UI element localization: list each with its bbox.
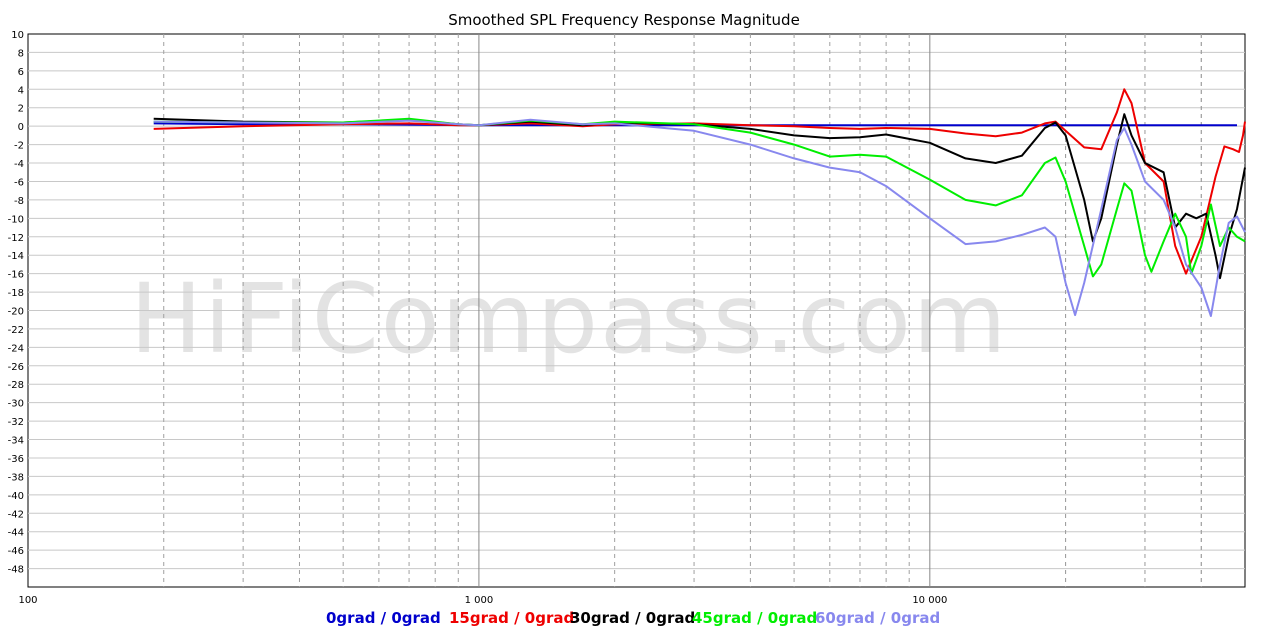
y-tick-label: -28 <box>8 380 24 391</box>
y-tick-label: -12 <box>8 233 24 244</box>
y-tick-label: 10 <box>11 30 24 41</box>
y-tick-label: -38 <box>8 472 24 483</box>
chart-title: Smoothed SPL Frequency Response Magnitud… <box>448 11 800 29</box>
series-lines <box>153 88 1246 317</box>
axis-labels: 10 8 6 4 2 0 -2 -4 -6 -8 -10 -12 -14 -16 -18 -20 -22 -24 -… <box>8 30 948 606</box>
y-tick-label: -36 <box>8 454 24 465</box>
y-tick-label: -42 <box>8 509 24 520</box>
y-tick-label: -24 <box>8 343 24 354</box>
y-tick-label: 6 <box>18 67 24 78</box>
y-tick-label: -14 <box>8 251 24 262</box>
y-tick-label: -34 <box>8 436 24 447</box>
y-tick-label: -22 <box>8 325 24 336</box>
y-tick-label: -6 <box>14 177 24 188</box>
legend-entry: 15grad / 0grad <box>449 609 574 627</box>
y-tick-label: 4 <box>18 85 24 96</box>
watermark: HiFiCompass.com <box>130 263 1008 375</box>
series-line-60grad-0grad <box>153 118 1246 317</box>
y-tick-label: -26 <box>8 362 24 373</box>
x-tick-label: 1 000 <box>465 595 494 606</box>
y-tick-label: -16 <box>8 270 24 281</box>
y-tick-label: -8 <box>14 196 24 207</box>
y-tick-label: -20 <box>8 307 24 318</box>
y-tick-label: -18 <box>8 288 24 299</box>
y-tick-label: -44 <box>8 528 24 539</box>
y-tick-label: -2 <box>14 141 24 152</box>
y-tick-label: -48 <box>8 565 24 576</box>
y-tick-label: -46 <box>8 546 24 557</box>
legend-entry: 60grad / 0grad <box>815 609 940 627</box>
y-tick-label: -40 <box>8 491 24 502</box>
y-tick-label: -30 <box>8 399 24 410</box>
y-tick-label: 8 <box>18 48 24 59</box>
legend-entry: 30grad / 0grad <box>570 609 695 627</box>
series-line-15grad-0grad <box>153 88 1246 275</box>
x-tick-label: 100 <box>18 595 37 606</box>
y-tick-label: -32 <box>8 417 24 428</box>
y-tick-label: 0 <box>18 122 24 133</box>
grid <box>28 34 1245 587</box>
y-tick-label: 2 <box>18 104 24 115</box>
y-tick-label: -10 <box>8 214 24 225</box>
y-tick-label: -4 <box>14 159 24 170</box>
legend-entry: 0grad / 0grad <box>326 609 441 627</box>
legend-entry: 45grad / 0grad <box>692 609 817 627</box>
x-tick-label: 10 000 <box>912 595 947 606</box>
